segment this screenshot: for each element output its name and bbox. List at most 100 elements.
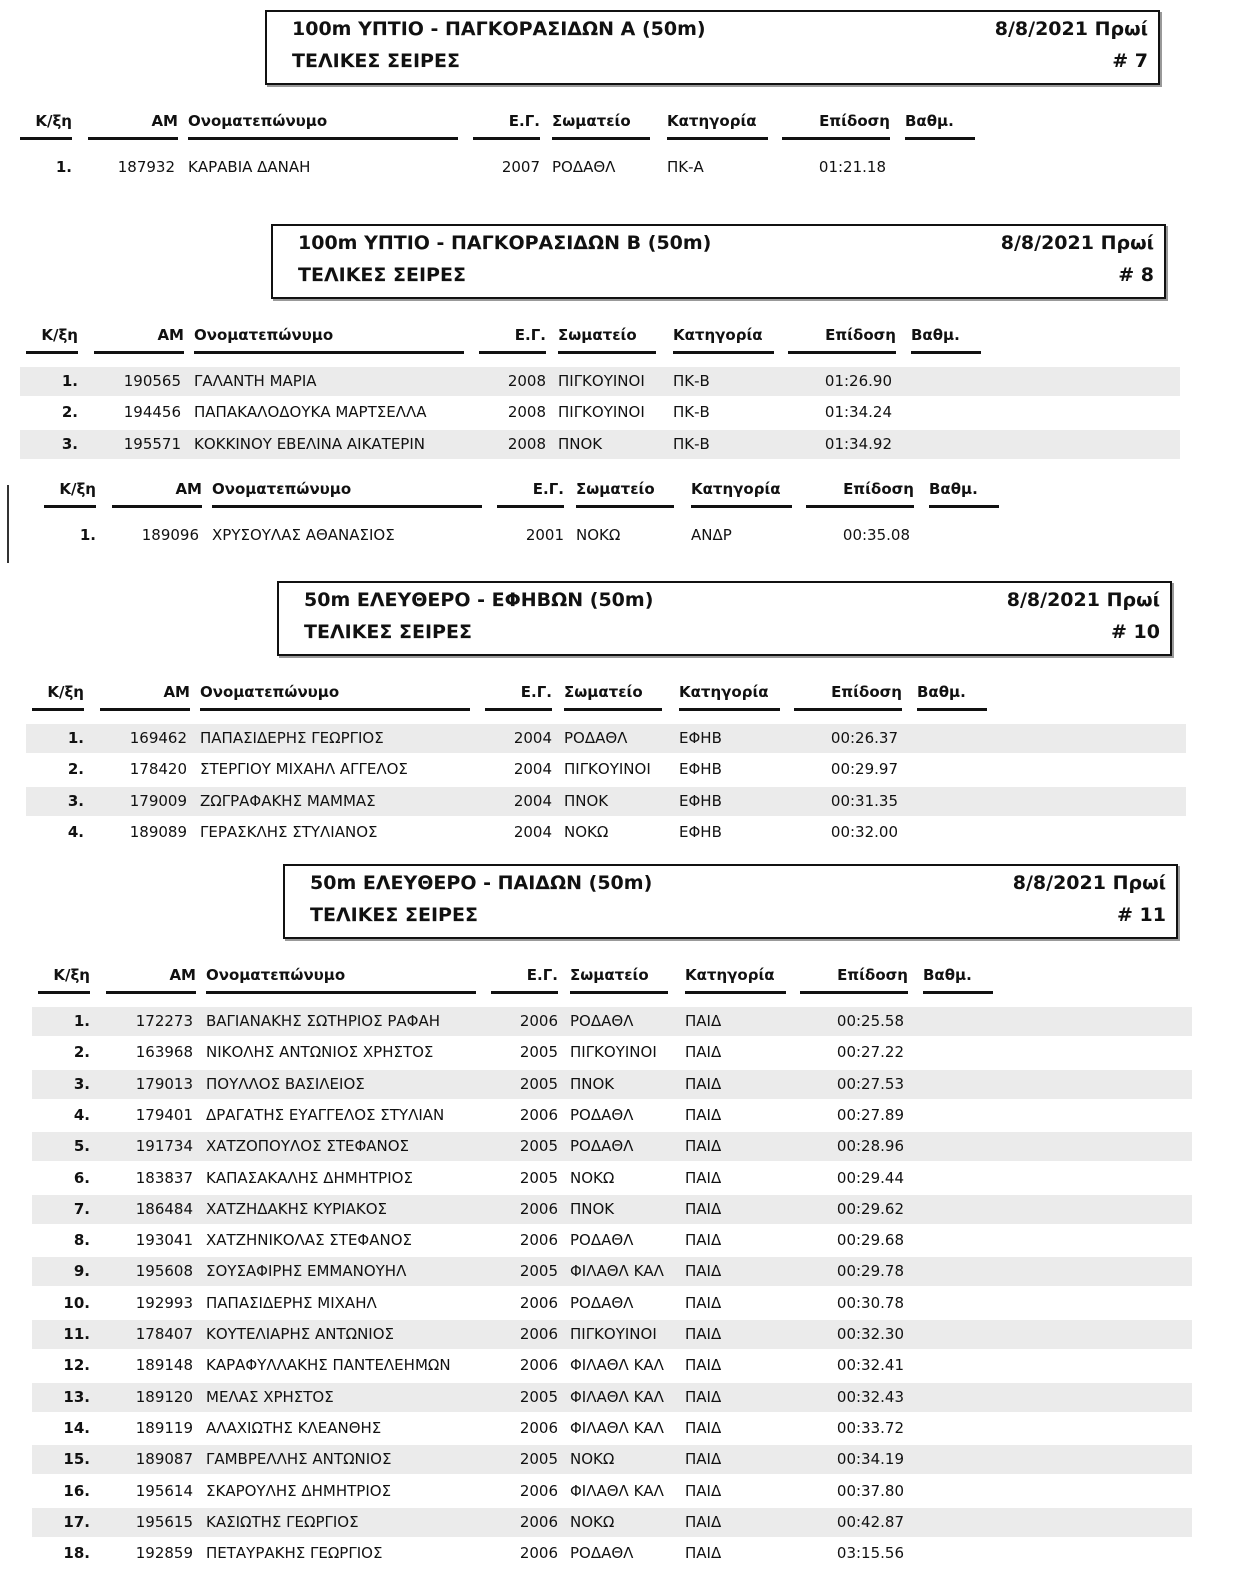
cell-birth-year: 2006 [519, 1325, 558, 1343]
cell-time: 01:34.24 [824, 403, 892, 422]
cell-name: ΧΑΤΖΗΔΑΚΗΣ ΚΥΡΙΑΚΟΣ [206, 1199, 387, 1218]
cell-birth-year: 2006 [519, 1012, 558, 1030]
table-row: 1. 190565 ΓΑΛΑΝΤΗ ΜΑΡΙΑ 2008 ΠΙΓΚΟΥΙΝΟΙ ΠΚ-Β 0… [20, 367, 1180, 396]
cell-birth-year: 2005 [519, 1262, 558, 1281]
table-row: 1. 169462 ΠΑΠΑΣΙΔΕΡΗΣ ΓΕΩΡΓΙΟΣ 2004 ΡΟΔΑΘΛ ΕΦ… [26, 724, 1186, 753]
column-header-time: Επίδοση [806, 479, 914, 508]
table-row: 6. 183837 ΚΑΠΑΣΑΚΑΛΗΣ ΔΗΜΗΤΡΙΟΣ 2005 ΝΟΚΩ ΠΑΙ… [32, 1164, 1192, 1193]
column-header-category: Κατηγορία [691, 479, 792, 508]
column-header-points: Βαθμ. [929, 479, 999, 508]
cell-name: ΝΙΚΟΛΗΣ ΑΝΤΩΝΙΟΣ ΧΡΗΣΤΟΣ [206, 1043, 434, 1062]
cell-name: ΠΕΤΑΥΡΑΚΗΣ ΓΕΩΡΓΙΟΣ [206, 1544, 383, 1563]
cell-time: 01:26.90 [824, 372, 892, 390]
cell-name: ΔΡΑΓΑΤΗΣ ΕΥΑΓΓΕΛΟΣ ΣΤΥΛΙΑΝ [206, 1105, 445, 1124]
column-header-name: Ονοματεπώνυμο [200, 682, 470, 711]
column-header-name: Ονοματεπώνυμο [212, 479, 482, 508]
event-subtitle: ΤΕΛΙΚΕΣ ΣΕΙΡΕΣ [304, 621, 472, 643]
table-row: 2. 194456 ΠΑΠΑΚΑΛΟΔΟΥΚΑ ΜΑΡΤΣΕΛΛΑ 2008 ΠΙΓΚΟ… [20, 398, 1180, 427]
cell-am: 178407 [135, 1325, 193, 1343]
cell-birth-year: 2004 [513, 729, 552, 747]
cell-club: ΠΙΓΚΟΥΙΝΟΙ [570, 1325, 657, 1343]
cell-name: ΑΛΑΧΙΩΤΗΣ ΚΛΕΑΝΘΗΣ [206, 1418, 382, 1437]
cell-category: ΠΑΙΔ [685, 1262, 722, 1281]
cell-rank: 11. [63, 1325, 90, 1343]
cell-am: 194456 [123, 403, 181, 422]
cell-birth-year: 2006 [519, 1356, 558, 1375]
cell-birth-year: 2004 [513, 760, 552, 779]
cell-name: ΧΑΤΖΗΝΙΚΟΛΑΣ ΣΤΕΦΑΝΟΣ [206, 1231, 413, 1250]
cell-club: ΠΝΟΚ [570, 1199, 615, 1218]
cell-rank: 12. [63, 1356, 90, 1375]
event-header-box: 50m ΕΛΕΥΘΕΡΟ - ΠΑΙΔΩΝ (50m) ΤΕΛΙΚΕΣ ΣΕΙΡΕ… [283, 864, 1178, 939]
cell-am: 193041 [135, 1231, 193, 1250]
cell-rank: 7. [73, 1199, 90, 1218]
cell-name: ΖΩΓΡΑΦΑΚΗΣ ΜΑΜΜΑΣ [200, 791, 376, 810]
cell-am: 189096 [141, 526, 199, 544]
cell-name: ΣΚΑΡΟΥΛΗΣ ΔΗΜΗΤΡΙΟΣ [206, 1481, 392, 1500]
cell-club: ΡΟΔΑΘΛ [570, 1231, 634, 1250]
cell-am: 183837 [135, 1168, 193, 1187]
cell-club: ΡΟΔΑΘΛ [570, 1137, 634, 1156]
cell-rank: 1. [73, 1012, 90, 1030]
cell-name: ΣΟΥΣΑΦΙΡΗΣ ΕΜΜΑΝΟΥΗΛ [206, 1262, 407, 1281]
cell-am: 187932 [117, 158, 175, 176]
cell-rank: 3. [73, 1074, 90, 1093]
cell-birth-year: 2006 [519, 1418, 558, 1437]
cell-time: 00:35.08 [842, 526, 910, 544]
table-row: 1. 189096 ΧΡΥΣΟΥΛΑΣ ΑΘΑΝΑΣΙΟΣ 2001 ΝΟΚΩ ΑΝΔΡ 0… [38, 521, 1198, 550]
cell-rank: 1. [55, 158, 72, 176]
cell-time: 00:30.78 [836, 1293, 904, 1312]
column-header-name: Ονοματεπώνυμο [206, 965, 476, 994]
cell-birth-year: 2001 [525, 526, 564, 544]
cell-time: 00:29.44 [836, 1168, 904, 1187]
cell-rank: 3. [61, 434, 78, 453]
cell-name: ΓΑΛΑΝΤΗ ΜΑΡΙΑ [194, 372, 317, 390]
cell-rank: 17. [63, 1512, 90, 1531]
cell-birth-year: 2005 [519, 1387, 558, 1406]
table-row: 9. 195608 ΣΟΥΣΑΦΙΡΗΣ ΕΜΜΑΝΟΥΗΛ 2005 ΦΙΛΑΘΛ Κ… [32, 1257, 1192, 1287]
cell-category: ΠΑΙΔ [685, 1137, 722, 1156]
cell-category: ΕΦΗΒ [679, 791, 722, 810]
cell-birth-year: 2005 [519, 1074, 558, 1093]
table-row: 10. 192993 ΠΑΠΑΣΙΔΕΡΗΣ ΜΙΧΑΗΛ 2006 ΡΟΔΑΘΛ ΠΑΙ… [32, 1289, 1192, 1318]
cell-birth-year: 2006 [519, 1481, 558, 1500]
cell-category: ΠΑΙΔ [685, 1043, 722, 1062]
cell-am: 195571 [123, 434, 181, 453]
cell-category: ΠΑΙΔ [685, 1481, 722, 1500]
cell-am: 191734 [135, 1137, 193, 1156]
cell-rank: 2. [67, 760, 84, 779]
column-header-points: Βαθμ. [923, 965, 993, 994]
cell-time: 00:29.68 [836, 1231, 904, 1250]
column-header-points: Βαθμ. [911, 325, 981, 354]
cell-club: ΦΙΛΑΘΛ ΚΑΛ [570, 1356, 664, 1375]
table-row: 15. 189087 ΓΑΜΒΡΕΛΛΗΣ ΑΝΤΩΝΙΟΣ 2005 ΝΟΚΩ ΠΑΙΔ… [32, 1445, 1192, 1475]
column-header-club: Σωματείο [564, 682, 662, 711]
cell-category: ΠΑΙΔ [685, 1387, 722, 1406]
cell-am: 195614 [135, 1481, 193, 1500]
column-header-am: ΑΜ [94, 325, 184, 354]
cell-birth-year: 2006 [519, 1231, 558, 1250]
cell-name: ΒΑΓΙΑΝΑΚΗΣ ΣΩΤΗΡΙΟΣ ΡΑΦΑΗ [206, 1012, 440, 1030]
event-date: 8/8/2021 Πρωί [994, 18, 1148, 40]
cell-category: ΠΚ-Β [673, 434, 710, 453]
table-row: 4. 189089 ΓΕΡΑΣΚΛΗΣ ΣΤΥΛΙΑΝΟΣ 2004 ΝΟΚΩ ΕΦΗΒ 0… [26, 818, 1186, 847]
cell-rank: 13. [63, 1387, 90, 1406]
column-header-club: Σωματείο [570, 965, 668, 994]
cell-category: ΠΑΙΔ [685, 1293, 722, 1312]
cell-category: ΠΑΙΔ [685, 1356, 722, 1375]
event-title: 50m ΕΛΕΥΘΕΡΟ - ΕΦΗΒΩΝ (50m) [304, 589, 654, 611]
event-number: # 11 [1117, 904, 1166, 926]
column-header-club: Σωματείο [576, 479, 674, 508]
column-header-time: Επίδοση [788, 325, 896, 354]
margin-line [7, 485, 9, 563]
cell-category: ΠΑΙΔ [685, 1512, 722, 1531]
column-header-time: Επίδοση [800, 965, 908, 994]
cell-am: 189148 [135, 1356, 193, 1375]
cell-category: ΠΑΙΔ [685, 1231, 722, 1250]
event-subtitle: ΤΕΛΙΚΕΣ ΣΕΙΡΕΣ [292, 50, 460, 72]
cell-name: ΓΑΜΒΡΕΛΛΗΣ ΑΝΤΩΝΙΟΣ [206, 1450, 392, 1469]
cell-name: ΧΑΤΖΟΠΟΥΛΟΣ ΣΤΕΦΑΝΟΣ [206, 1137, 410, 1156]
column-header-am: ΑΜ [106, 965, 196, 994]
cell-category: ΠΑΙΔ [685, 1012, 722, 1030]
cell-am: 189089 [129, 822, 187, 841]
